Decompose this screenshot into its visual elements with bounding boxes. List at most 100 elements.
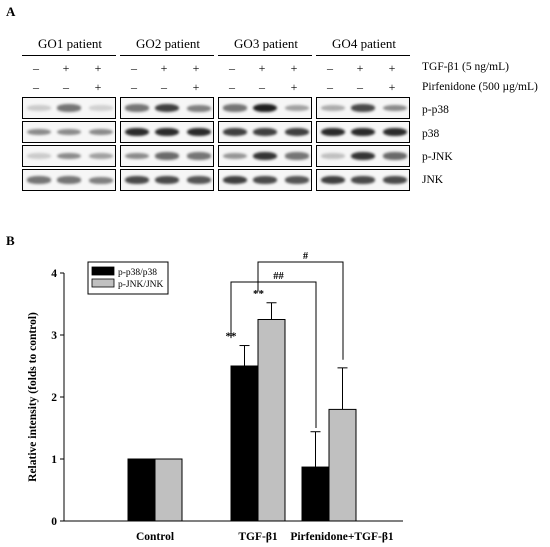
band [89, 176, 113, 184]
band [321, 104, 345, 112]
x-tick-label: Control [136, 531, 174, 543]
bracket-pjnk [257, 261, 344, 360]
patient-label-go3: GO3 patient [234, 36, 298, 51]
legend-swatch [91, 278, 115, 288]
band [285, 176, 309, 184]
band [351, 151, 375, 161]
band [57, 176, 81, 184]
band [187, 176, 211, 184]
band [57, 128, 81, 136]
y-tick-label: 0 [51, 516, 57, 528]
band [383, 152, 407, 160]
blot-jnk-go4 [316, 169, 410, 191]
sign-tgf-go2-lane3: + [192, 61, 200, 75]
row-label-p-p38: p-p38 [422, 104, 449, 116]
band [321, 175, 345, 185]
y-tick-label: 1 [51, 454, 57, 466]
band [155, 103, 179, 113]
blot-p-p38-go2 [120, 97, 214, 119]
patient-underline-go1 [22, 55, 116, 56]
row-label-jnk: JNK [422, 174, 444, 186]
condition-label-tgf: TGF-β1 (5 ng/mL) [422, 61, 509, 73]
band [253, 176, 277, 184]
blot-p-jnk-go4 [316, 145, 410, 167]
panel-b-label: B [6, 233, 15, 248]
band [125, 176, 149, 184]
band [383, 127, 407, 137]
band [285, 127, 309, 137]
legend-swatch [91, 266, 115, 276]
sign-tgf-go2-lane2: + [160, 61, 168, 75]
sign-tgf-go1-lane2: + [62, 61, 70, 75]
blot-jnk-go1 [22, 169, 116, 191]
band [27, 105, 51, 111]
legend-label: p-JNK/JNK [118, 280, 164, 290]
patient-underline-go3 [218, 55, 312, 56]
y-tick-label: 2 [51, 392, 57, 404]
band [383, 176, 407, 184]
bracket-pp38 [230, 281, 317, 428]
sign-tgf-go4-lane2: + [356, 61, 364, 75]
sign-pirfenidone-go4-lane2: – [357, 80, 363, 94]
condition-label-pirfenidone: Pirfenidone (500 µg/mL) [422, 81, 538, 93]
band [187, 152, 211, 160]
sign-pirfenidone-go3-lane2: – [259, 80, 265, 94]
blot-p-p38-go1 [22, 97, 116, 119]
band [125, 152, 149, 160]
panel-a-label: A [6, 4, 16, 19]
blot-jnk-go2 [120, 169, 214, 191]
band [57, 104, 81, 112]
band [351, 176, 375, 184]
band [285, 152, 309, 160]
bar-p-p38-3 [301, 466, 330, 522]
x-tick-label: TGF-β1 [238, 531, 278, 543]
sign-pirfenidone-go1-lane2: – [63, 80, 69, 94]
sign-pirfenidone-go2-lane3: + [192, 80, 200, 94]
sign-tgf-go4-lane1: – [327, 61, 333, 75]
band [223, 175, 247, 185]
band [285, 104, 309, 112]
band [223, 127, 247, 137]
bar-p-p38-1 [127, 458, 156, 522]
sign-pirfenidone-go3-lane3: + [290, 80, 298, 94]
band [187, 127, 211, 137]
bar-p-jnk-2 [257, 319, 286, 522]
band [223, 152, 247, 160]
patient-underline-go2 [120, 55, 214, 56]
blot-p38-go3 [218, 121, 312, 143]
band [223, 104, 247, 112]
sign-tgf-go4-lane3: + [388, 61, 396, 75]
blot-p-jnk-go2 [120, 145, 214, 167]
sign-pirfenidone-go2-lane2: – [161, 80, 167, 94]
y-axis-label: Relative intensity (folds to control) [27, 312, 39, 482]
blot-p38-go2 [120, 121, 214, 143]
band [27, 128, 51, 136]
sign-tgf-go3-lane3: + [290, 61, 298, 75]
row-label-p38: p38 [422, 128, 440, 140]
sign-pirfenidone-go3-lane1: – [229, 80, 235, 94]
sign-pirfenidone-go1-lane3: + [94, 80, 102, 94]
significance-marker: ** [253, 288, 265, 300]
patient-label-go1: GO1 patient [38, 36, 102, 51]
sign-pirfenidone-go2-lane1: – [131, 80, 137, 94]
sign-tgf-go1-lane3: + [94, 61, 102, 75]
band [253, 151, 277, 161]
patient-label-go2: GO2 patient [136, 36, 200, 51]
patient-label-go4: GO4 patient [332, 36, 396, 51]
row-label-p-jnk: p-JNK [422, 151, 453, 163]
bar-p-jnk-3 [328, 408, 357, 522]
band [89, 128, 113, 136]
band [321, 127, 345, 137]
chart-error-bars [239, 302, 348, 468]
blot-p-p38-go4 [316, 97, 410, 119]
band [27, 153, 51, 159]
band [253, 103, 277, 113]
bar-p-p38-2 [230, 365, 259, 522]
bar-p-jnk-1 [154, 458, 183, 522]
band [57, 152, 81, 160]
bracket-label-pjnk: # [303, 251, 309, 262]
y-tick-label: 4 [51, 268, 57, 280]
band [253, 127, 277, 137]
sign-tgf-go2-lane1: – [131, 61, 137, 75]
